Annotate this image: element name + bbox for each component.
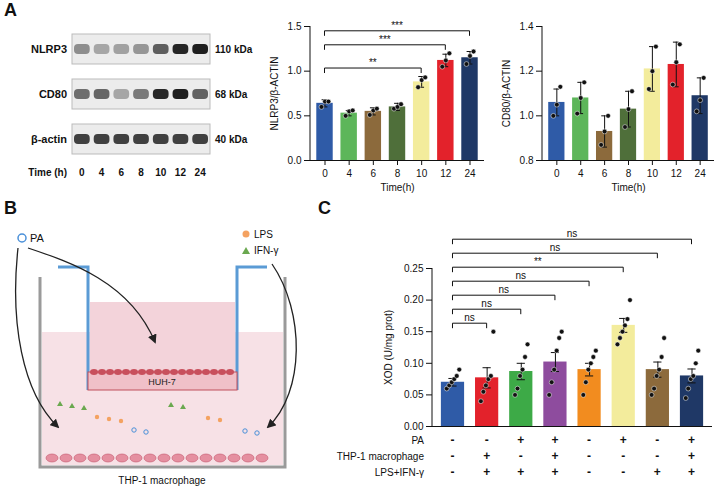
svg-text:***: *** xyxy=(379,34,391,45)
svg-text:-: - xyxy=(621,465,625,479)
svg-text:+: + xyxy=(551,465,558,479)
svg-text:-: - xyxy=(587,433,591,447)
svg-text:68 kDa: 68 kDa xyxy=(215,89,248,100)
svg-text:+: + xyxy=(517,433,524,447)
svg-text:-: - xyxy=(519,449,523,463)
svg-text:+: + xyxy=(620,433,627,447)
svg-text:0.25: 0.25 xyxy=(404,263,424,274)
svg-text:NLRP3/β-ACTIN: NLRP3/β-ACTIN xyxy=(269,56,280,130)
svg-text:**: ** xyxy=(369,57,377,68)
svg-text:8: 8 xyxy=(395,168,401,179)
svg-text:+: + xyxy=(551,433,558,447)
svg-text:1.0: 1.0 xyxy=(520,110,534,121)
svg-text:4: 4 xyxy=(346,168,352,179)
svg-text:6: 6 xyxy=(371,168,377,179)
svg-text:24: 24 xyxy=(464,168,476,179)
svg-text:***: *** xyxy=(391,20,403,31)
svg-text:8: 8 xyxy=(138,167,144,178)
svg-text:XOD (U/mg prot): XOD (U/mg prot) xyxy=(383,310,394,385)
html-text:A: A xyxy=(4,0,17,20)
svg-text:1.2: 1.2 xyxy=(520,65,534,76)
svg-text:-: - xyxy=(587,449,591,463)
svg-text:40 kDa: 40 kDa xyxy=(215,134,248,145)
svg-text:0.05: 0.05 xyxy=(404,389,424,400)
svg-text:+: + xyxy=(688,433,695,447)
svg-text:ns: ns xyxy=(498,284,509,295)
svg-text:-: - xyxy=(587,465,591,479)
svg-text:ns: ns xyxy=(481,298,492,309)
svg-text:+: + xyxy=(654,465,661,479)
svg-text:ns: ns xyxy=(550,242,561,253)
svg-text:4: 4 xyxy=(99,167,105,178)
svg-text:β-actin: β-actin xyxy=(31,133,67,145)
svg-text:+: + xyxy=(483,465,490,479)
svg-text:THP-1 macrophage: THP-1 macrophage xyxy=(118,475,206,486)
svg-text:10: 10 xyxy=(647,168,659,179)
svg-text:0.5: 0.5 xyxy=(288,110,302,121)
svg-text:12: 12 xyxy=(175,167,187,178)
svg-text:Time (h): Time (h) xyxy=(28,167,67,178)
svg-text:12: 12 xyxy=(671,168,683,179)
svg-text:-: - xyxy=(485,433,489,447)
svg-text:4: 4 xyxy=(578,168,584,179)
svg-text:+: + xyxy=(688,465,695,479)
svg-text:-: - xyxy=(450,433,454,447)
svg-text:24: 24 xyxy=(695,168,707,179)
svg-text:ns: ns xyxy=(515,270,526,281)
svg-text:+: + xyxy=(517,465,524,479)
svg-text:**: ** xyxy=(534,256,542,267)
svg-text:HUH-7: HUH-7 xyxy=(148,377,176,387)
svg-text:1.0: 1.0 xyxy=(288,65,302,76)
svg-text:ns: ns xyxy=(567,228,578,239)
html-text:B: B xyxy=(4,198,17,218)
svg-text:0.15: 0.15 xyxy=(404,326,424,337)
svg-text:-: - xyxy=(655,433,659,447)
svg-text:CD80/β-ACTIN: CD80/β-ACTIN xyxy=(501,60,512,127)
svg-text:LPS: LPS xyxy=(254,229,273,240)
svg-text:0: 0 xyxy=(322,168,328,179)
svg-text:6: 6 xyxy=(119,167,125,178)
svg-text:0: 0 xyxy=(79,167,85,178)
svg-text:+: + xyxy=(551,449,558,463)
svg-text:12: 12 xyxy=(440,168,452,179)
svg-text:110 kDa: 110 kDa xyxy=(215,44,253,55)
svg-text:-: - xyxy=(450,449,454,463)
svg-text:LPS+IFN-γ: LPS+IFN-γ xyxy=(375,467,424,478)
svg-text:0.8: 0.8 xyxy=(520,155,534,166)
svg-text:CD80: CD80 xyxy=(39,88,67,100)
svg-text:0: 0 xyxy=(554,168,560,179)
svg-text:-: - xyxy=(621,449,625,463)
svg-text:1.5: 1.5 xyxy=(288,21,302,32)
svg-text:Time(h): Time(h) xyxy=(611,182,645,193)
svg-text:6: 6 xyxy=(602,168,608,179)
html-text:C: C xyxy=(318,198,331,218)
svg-text:-: - xyxy=(450,465,454,479)
svg-text:+: + xyxy=(483,449,490,463)
svg-text:8: 8 xyxy=(626,168,632,179)
svg-text:1.4: 1.4 xyxy=(520,21,534,32)
svg-text:ns: ns xyxy=(464,312,475,323)
svg-text:24: 24 xyxy=(195,167,207,178)
svg-text:THP-1 macrophage: THP-1 macrophage xyxy=(337,451,425,462)
svg-text:IFN-γ: IFN-γ xyxy=(254,245,278,256)
svg-text:-: - xyxy=(655,449,659,463)
svg-text:0.20: 0.20 xyxy=(404,294,424,305)
svg-text:0.10: 0.10 xyxy=(404,358,424,369)
svg-text:Time(h): Time(h) xyxy=(380,182,414,193)
svg-text:0.00: 0.00 xyxy=(404,421,424,432)
svg-text:+: + xyxy=(688,449,695,463)
svg-text:PA: PA xyxy=(30,232,45,244)
svg-text:PA: PA xyxy=(411,435,424,446)
svg-text:NLRP3: NLRP3 xyxy=(31,43,67,55)
svg-text:0.0: 0.0 xyxy=(288,155,302,166)
svg-text:10: 10 xyxy=(416,168,428,179)
svg-text:10: 10 xyxy=(155,167,167,178)
